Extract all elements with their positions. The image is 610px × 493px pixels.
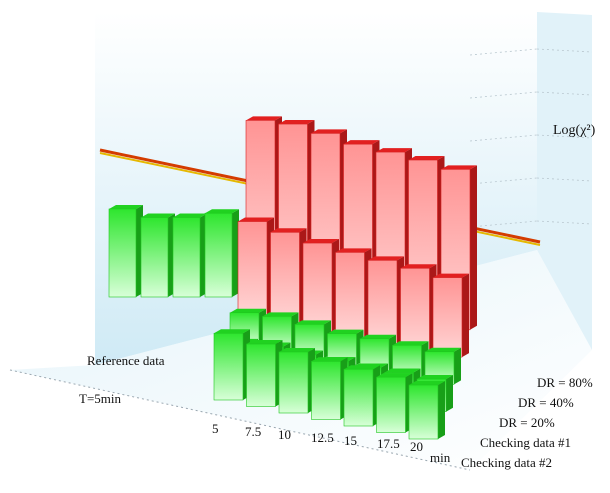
reference-category-label: T=5min <box>79 391 121 406</box>
data-bar <box>278 347 315 414</box>
reference-bar <box>172 213 207 298</box>
data-bar <box>246 340 283 407</box>
floor-edge <box>9 369 471 471</box>
data-bar <box>400 264 437 351</box>
x-tick-label: 5 <box>212 421 219 436</box>
data-bar <box>237 217 274 319</box>
reference-label: Reference data <box>87 353 165 368</box>
depth-tick-label: Checking data #2 <box>461 455 552 470</box>
data-bar <box>408 381 445 440</box>
data-bar <box>213 329 250 401</box>
data-bar <box>302 239 339 332</box>
depth-tick-label: DR = 40% <box>518 395 574 410</box>
x-tick-label: 7.5 <box>245 424 261 439</box>
labels: 5 7.5 10 12.5 15 17.5 20 DR = 80% DR = 40% DR = 2… <box>212 375 593 470</box>
reference-bar <box>204 209 239 298</box>
depth-tick-label: Checking data #1 <box>480 435 571 450</box>
x-tick-label: 12.5 <box>311 430 334 445</box>
data-bar <box>311 357 348 420</box>
depth-tick-label: DR = 80% <box>537 375 593 390</box>
z-axis-label: Log(χ²) <box>553 123 596 138</box>
data-bar <box>367 256 404 345</box>
x-tick-label: 20 <box>410 439 423 454</box>
data-bar <box>432 273 469 358</box>
x-tick-label: 17.5 <box>377 436 400 451</box>
data-bar <box>376 373 413 433</box>
x-tick-label: 15 <box>344 433 357 448</box>
x-tick-label: 10 <box>278 427 291 442</box>
x-axis-unit-label: min <box>430 450 451 465</box>
depth-tick-label: DR = 20% <box>499 415 555 430</box>
data-bar <box>270 228 307 325</box>
reference-bar <box>140 213 175 298</box>
data-bar <box>343 365 380 427</box>
data-bar <box>335 248 372 338</box>
bars <box>108 116 477 440</box>
gridlines <box>469 48 593 228</box>
side-wall <box>537 12 592 350</box>
reference-bar <box>108 204 143 298</box>
